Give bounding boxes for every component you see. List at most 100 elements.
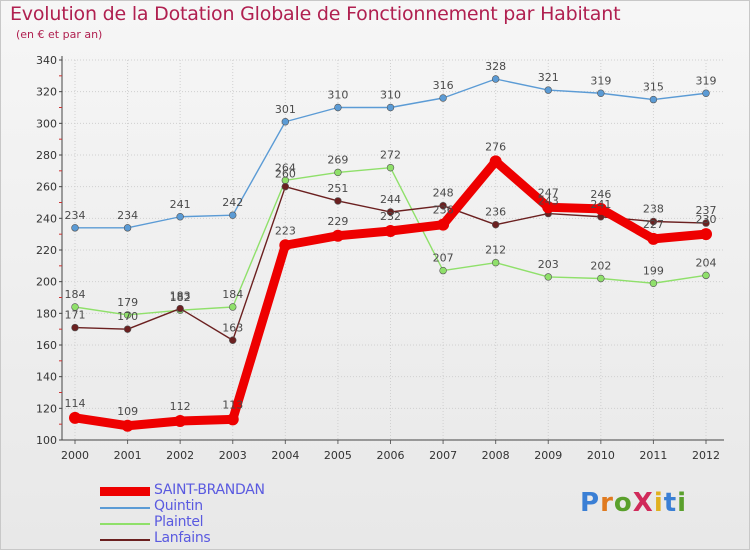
x-tick-label: 2005 xyxy=(324,449,352,462)
data-label: 114 xyxy=(65,397,86,410)
data-point xyxy=(700,228,712,241)
data-point xyxy=(334,197,342,205)
legend-label: SAINT-BRANDAN xyxy=(154,482,265,498)
data-label: 234 xyxy=(65,209,86,222)
data-label: 170 xyxy=(117,310,138,323)
x-tick-label: 2001 xyxy=(114,449,142,462)
grid-lines xyxy=(62,59,724,441)
data-label: 203 xyxy=(538,258,559,271)
data-label: 113 xyxy=(222,398,243,411)
data-label: 319 xyxy=(590,74,611,87)
proxiti-logo: ProXiti xyxy=(580,488,687,518)
data-point xyxy=(491,258,500,267)
data-label: 316 xyxy=(433,79,454,92)
data-point xyxy=(702,219,710,227)
data-label: 243 xyxy=(538,195,559,208)
y-tick-label: 300 xyxy=(36,117,57,130)
legend-label: Lanfains xyxy=(154,530,211,546)
data-label: 315 xyxy=(643,81,664,94)
data-label: 321 xyxy=(538,71,559,84)
data-label: 199 xyxy=(643,264,664,277)
data-point xyxy=(386,163,395,172)
data-label: 204 xyxy=(696,256,717,269)
logo-letter: i xyxy=(677,488,688,518)
data-point xyxy=(69,411,81,424)
x-tick-label: 2008 xyxy=(482,449,510,462)
data-point xyxy=(439,266,447,275)
data-label: 184 xyxy=(65,288,86,301)
logo-letter: i xyxy=(653,488,664,518)
data-label: 227 xyxy=(643,218,664,231)
data-point xyxy=(649,217,658,226)
data-point xyxy=(542,201,555,214)
data-label: 179 xyxy=(117,296,138,309)
data-label: 276 xyxy=(485,140,506,153)
data-point xyxy=(334,103,342,112)
logo-letter: t xyxy=(663,488,678,518)
data-point xyxy=(384,225,397,237)
data-point xyxy=(649,279,658,287)
data-label: 112 xyxy=(170,400,191,413)
data-point xyxy=(123,224,132,232)
data-point xyxy=(702,271,710,280)
chart-subtitle: (en € et par an) xyxy=(16,28,103,41)
data-point xyxy=(439,201,447,210)
data-point xyxy=(439,94,447,102)
data-point xyxy=(229,303,237,311)
legend-swatch xyxy=(100,539,150,541)
y-tick-label: 240 xyxy=(36,212,57,225)
data-point xyxy=(71,323,79,332)
data-labels: 234 234 241 242 301 310 310 316 328 321 319 315 319 1… xyxy=(65,60,717,418)
legend-label: Quintin xyxy=(154,498,203,514)
data-label: 182 xyxy=(170,291,191,304)
data-label: 238 xyxy=(643,203,664,216)
data-label: 183 xyxy=(170,290,191,303)
x-tick-label: 2007 xyxy=(429,449,457,462)
y-tick-label: 200 xyxy=(36,276,57,289)
legend-swatch xyxy=(100,487,150,496)
data-point xyxy=(229,336,237,344)
data-point xyxy=(437,218,450,231)
data-point xyxy=(647,232,660,245)
y-tick-label: 120 xyxy=(36,402,57,415)
data-label: 241 xyxy=(170,198,191,211)
y-tick-label: 220 xyxy=(36,244,57,257)
x-tick-label: 2003 xyxy=(219,449,247,462)
y-tick-label: 340 xyxy=(36,54,57,67)
data-label: 260 xyxy=(275,168,296,181)
data-point xyxy=(281,118,290,126)
x-tick-label: 2006 xyxy=(377,449,405,462)
data-label: 237 xyxy=(696,204,717,217)
y-tick-label: 280 xyxy=(36,149,57,162)
data-point xyxy=(279,239,292,252)
data-point xyxy=(334,168,342,177)
legend-swatch xyxy=(100,523,150,525)
data-label: 236 xyxy=(485,206,506,219)
data-point xyxy=(491,220,500,229)
data-point xyxy=(174,415,187,427)
data-label: 171 xyxy=(65,309,86,322)
data-label: 229 xyxy=(327,215,348,228)
data-label: 247 xyxy=(538,186,559,199)
data-point xyxy=(229,211,237,219)
x-tick-label: 2000 xyxy=(61,449,89,462)
logo-letter: P xyxy=(580,488,601,518)
data-label: 246 xyxy=(590,188,611,201)
data-point xyxy=(544,86,552,94)
data-point xyxy=(702,89,710,97)
data-label: 163 xyxy=(222,321,243,334)
data-point xyxy=(597,274,605,283)
data-label: 244 xyxy=(380,193,401,206)
series-lanfains xyxy=(71,182,710,344)
logo-letter: o xyxy=(613,488,633,518)
data-point xyxy=(491,75,500,83)
data-label: 264 xyxy=(275,161,296,174)
data-point xyxy=(544,273,552,281)
data-label: 236 xyxy=(433,204,454,217)
data-point xyxy=(71,303,79,311)
data-point xyxy=(594,202,607,215)
data-label: 234 xyxy=(117,209,138,222)
data-label: 232 xyxy=(380,210,401,223)
data-label: 310 xyxy=(380,89,401,102)
logo-letter: r xyxy=(600,488,614,518)
